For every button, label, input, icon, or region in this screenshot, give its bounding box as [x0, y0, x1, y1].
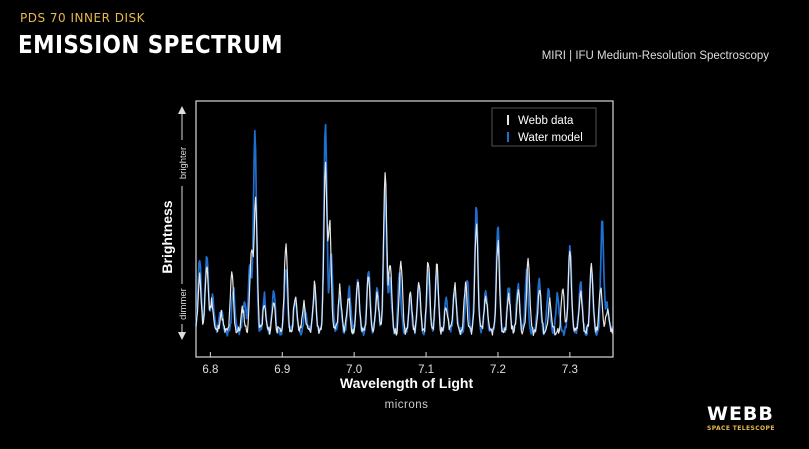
x-axis-unit: microns — [385, 399, 429, 411]
x-axis-title: Wavelength of Light — [340, 375, 474, 391]
figure-title: EMISSION SPECTRUM — [18, 30, 283, 59]
webb-logo: WEBB SPACE TELESCOPE — [707, 403, 793, 433]
webb-logo-word: WEBB — [707, 403, 774, 425]
x-tick-label: 7.3 — [562, 364, 578, 376]
x-tick-label: 7.1 — [418, 364, 434, 376]
plot-frame — [195, 100, 614, 358]
arrow-down-icon — [178, 332, 186, 340]
legend-label: Webb data — [518, 115, 574, 127]
instrument-label: MIRI | IFU Medium-Resolution Spectroscop… — [541, 50, 769, 62]
figure-kicker: PDS 70 INNER DISK — [20, 11, 145, 25]
arrow-up-icon — [178, 106, 186, 114]
y-direction-bottom-label: dimmer — [178, 288, 189, 320]
y-axis-title: Brightness — [159, 200, 175, 273]
webb-data-line — [195, 161, 614, 337]
x-tick-label: 7.0 — [346, 364, 362, 376]
legend-box — [491, 107, 597, 147]
direction-label-mask-bottom — [176, 284, 188, 324]
direction-label-mask-top — [176, 140, 188, 186]
x-tick-label: 7.2 — [490, 364, 506, 376]
legend-label: Water model — [518, 132, 583, 144]
webb-logo-subtitle: SPACE TELESCOPE — [707, 425, 775, 432]
x-tick-label: 6.8 — [202, 364, 218, 376]
y-direction-top-label: brighter — [178, 147, 189, 179]
x-tick-label: 6.9 — [274, 364, 290, 376]
